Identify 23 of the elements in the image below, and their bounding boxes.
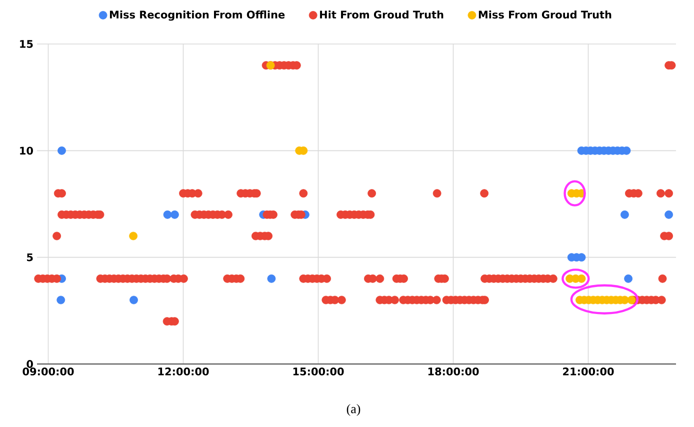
point bbox=[130, 296, 138, 304]
legend-label: Miss From Groud Truth bbox=[478, 10, 612, 19]
x-tick-label: 12:00:00 bbox=[158, 368, 209, 376]
point bbox=[267, 274, 276, 283]
legend-label: Miss Recognition From Offline bbox=[110, 10, 285, 21]
y-tick-label: 15 bbox=[20, 40, 33, 48]
point bbox=[56, 296, 66, 304]
x-tick-label: 15:00:00 bbox=[293, 368, 344, 376]
point bbox=[620, 210, 629, 219]
x-tick-label: 18:00:00 bbox=[428, 368, 479, 376]
x-tick-label: 21:00:00 bbox=[563, 368, 614, 376]
point bbox=[170, 210, 179, 219]
point bbox=[664, 210, 674, 219]
point bbox=[163, 210, 172, 219]
point bbox=[624, 274, 633, 283]
x-tick-label: 09:00:00 bbox=[22, 368, 74, 376]
y-tick-label: 5 bbox=[27, 253, 33, 262]
y-tick-label: 10 bbox=[20, 146, 33, 155]
point bbox=[58, 146, 66, 155]
text: (a) bbox=[346, 404, 360, 416]
legend-label: Hit From Groud Truth bbox=[320, 10, 444, 19]
point bbox=[129, 232, 138, 240]
y-tick-label: 0 bbox=[26, 360, 33, 368]
